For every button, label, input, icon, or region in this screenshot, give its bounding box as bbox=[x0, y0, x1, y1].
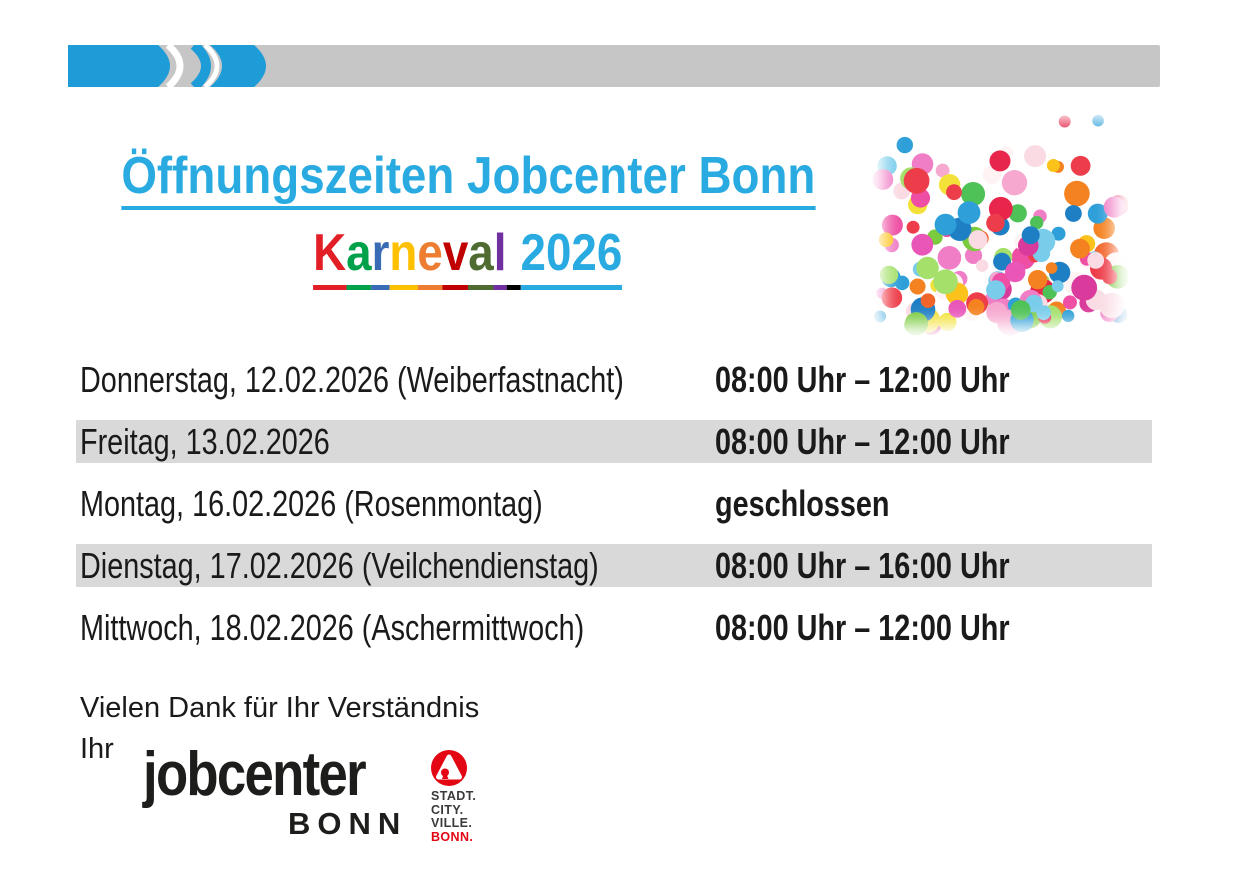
stadt-logo-line: VILLE. bbox=[431, 816, 473, 830]
schedule-day: Donnerstag, 12.02.2026 (Weiberfastnacht) bbox=[80, 358, 624, 400]
schedule-row: Montag, 16.02.2026 (Rosenmontag) geschlos… bbox=[76, 482, 1152, 525]
page-title: Öffnungszeiten Jobcenter Bonn bbox=[120, 148, 816, 210]
schedule-row: Dienstag, 17.02.2026 (Veilchendienstag) 0… bbox=[76, 544, 1152, 587]
schedule-hours: geschlossen bbox=[715, 482, 890, 524]
karneval-letter: v bbox=[443, 224, 469, 290]
schedule-day: Montag, 16.02.2026 (Rosenmontag) bbox=[80, 482, 543, 524]
schedule-hours: 08:00 Uhr – 12:00 Uhr bbox=[715, 606, 1010, 648]
stadt-logo-line: CITY. bbox=[431, 802, 464, 817]
heading-block: Öffnungszeiten Jobcenter Bonn Karneval 2… bbox=[68, 148, 868, 290]
schedule-table: Donnerstag, 12.02.2026 (Weiberfastnacht)… bbox=[76, 358, 1152, 668]
schedule-row: Donnerstag, 12.02.2026 (Weiberfastnacht)… bbox=[76, 358, 1152, 401]
signoff-text: Ihr bbox=[80, 733, 114, 765]
header-brand-bar bbox=[68, 41, 1160, 91]
schedule-day: Freitag, 13.02.2026 bbox=[80, 420, 330, 462]
schedule-hours: 08:00 Uhr – 16:00 Uhr bbox=[715, 544, 1010, 586]
karneval-letter: a bbox=[468, 224, 495, 290]
stadt-logo-line: STADT. bbox=[431, 789, 477, 803]
subtitle-karneval-letters: Karneval bbox=[313, 224, 521, 290]
schedule-day: Mittwoch, 18.02.2026 (Aschermittwoch) bbox=[80, 606, 585, 648]
karneval-letter: a bbox=[346, 224, 372, 290]
confetti-image bbox=[870, 107, 1128, 338]
schedule-row: Mittwoch, 18.02.2026 (Aschermittwoch) 08:… bbox=[76, 606, 1152, 649]
stadt-logo-line: BONN. bbox=[431, 829, 474, 844]
jobcenter-logo-wordmark: jobcenter bbox=[143, 740, 367, 809]
schedule-hours: 08:00 Uhr – 12:00 Uhr bbox=[715, 420, 1010, 462]
page-subtitle: Karneval 2026 bbox=[313, 224, 623, 290]
karneval-letter: l bbox=[494, 224, 507, 290]
karneval-letter: e bbox=[417, 224, 444, 290]
karneval-letter: K bbox=[313, 224, 347, 290]
subtitle-line: Karneval 2026 bbox=[68, 224, 868, 290]
karneval-letter bbox=[506, 224, 521, 290]
brand-bar-graphic bbox=[68, 41, 1160, 91]
schedule-day: Dienstag, 17.02.2026 (Veilchendienstag) bbox=[80, 544, 599, 586]
schedule-row: Freitag, 13.02.2026 08:00 Uhr – 12:00 Uhr bbox=[76, 420, 1152, 463]
schedule-hours: 08:00 Uhr – 12:00 Uhr bbox=[715, 358, 1010, 400]
subtitle-year: 2026 bbox=[520, 224, 623, 290]
karneval-letter: r bbox=[371, 224, 390, 290]
title-line: Öffnungszeiten Jobcenter Bonn bbox=[68, 148, 868, 210]
stadt-bonn-logo-text: STADT. CITY. VILLE. BONN. bbox=[431, 789, 477, 844]
thanks-text: Vielen Dank für Ihr Verständnis bbox=[80, 692, 480, 724]
jobcenter-logo-city: BONN bbox=[288, 806, 408, 841]
agency-circle-logo-icon bbox=[431, 750, 467, 786]
karneval-letter: n bbox=[389, 224, 418, 290]
